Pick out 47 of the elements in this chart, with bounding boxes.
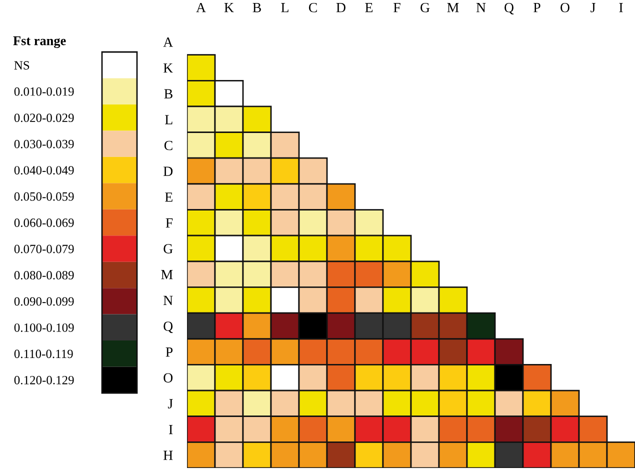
color-bar-label: 0.010-0.019 xyxy=(14,87,74,96)
color-bar-label: 0.090-0.099 xyxy=(14,297,74,306)
y-tick-label: H xyxy=(163,450,173,460)
color-bar-label: 0.030-0.039 xyxy=(14,140,74,148)
color-bar-title: Fst range xyxy=(13,36,66,48)
x-tick-label: O xyxy=(560,2,570,12)
y-tick-label: I xyxy=(168,424,173,434)
y-tick-label: J xyxy=(168,399,173,408)
y-tick-label: Q xyxy=(164,322,173,334)
y-tick-label: B xyxy=(164,89,172,98)
x-tick-label: M xyxy=(447,3,459,12)
y-tick-label: N xyxy=(163,296,173,305)
x-tick-label: P xyxy=(534,3,540,12)
x-tick-label: C xyxy=(308,2,317,12)
color-bar-label: NS xyxy=(14,61,30,70)
y-tick-label: C xyxy=(164,140,172,150)
color-bar-label: 0.110-0.119 xyxy=(14,350,73,358)
x-tick-label: I xyxy=(619,3,623,12)
x-tick-label: G xyxy=(420,2,430,12)
x-tick-label: J xyxy=(590,3,596,12)
x-tick-label: E xyxy=(365,3,373,12)
x-tick-label: K xyxy=(224,3,234,12)
y-tick-label: G xyxy=(164,244,173,254)
color-bar-label: 0.050-0.059 xyxy=(14,192,74,201)
y-tick-label: L xyxy=(165,115,172,124)
y-tick-label: M xyxy=(161,270,173,280)
y-tick-label: K xyxy=(163,63,173,73)
x-tick-label: N xyxy=(476,3,486,12)
color-bar-label: 0.120-0.129 xyxy=(14,376,74,384)
y-tick-label: P xyxy=(166,348,173,357)
y-tick-label: D xyxy=(163,166,173,176)
y-tick-label: F xyxy=(166,218,173,228)
x-tick-label: B xyxy=(252,3,261,12)
color-bar-label: 0.040-0.049 xyxy=(14,166,74,175)
x-tick-label: Q xyxy=(504,2,514,14)
color-bar-label: 0.070-0.079 xyxy=(14,244,74,254)
y-tick-label: A xyxy=(163,38,174,47)
color-bar-label: 0.100-0.109 xyxy=(14,323,74,332)
y-tick-label: E xyxy=(165,192,172,202)
color-bar-label: 0.020-0.029 xyxy=(14,114,74,122)
color-bar-label: 0.080-0.089 xyxy=(14,270,74,280)
y-tick-label: O xyxy=(164,373,173,383)
x-tick-label: D xyxy=(336,3,346,12)
color-bar-label: 0.060-0.069 xyxy=(14,218,74,228)
x-tick-label: L xyxy=(281,3,288,12)
x-tick-label: F xyxy=(394,3,400,12)
x-tick-label: A xyxy=(196,2,206,12)
